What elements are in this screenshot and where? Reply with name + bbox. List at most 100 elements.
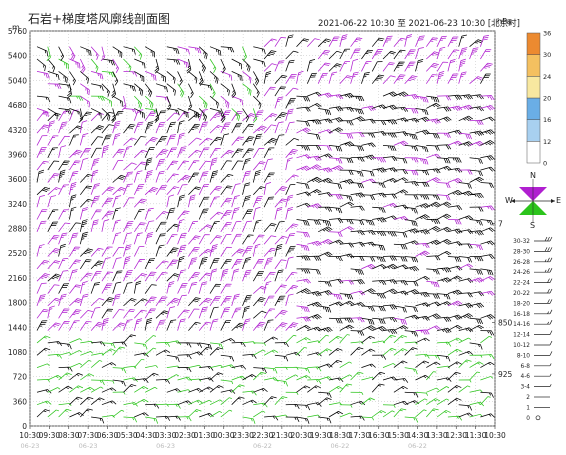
wind-barb-shape — [469, 317, 483, 325]
wind-barb-shape — [318, 177, 333, 184]
wind-barb-shape — [328, 335, 343, 344]
wind-barb — [220, 46, 235, 53]
wind-barb — [274, 60, 285, 72]
wind-barb-shape — [66, 83, 72, 99]
wind-barb-shape — [307, 402, 322, 407]
wind-barb-shape — [80, 396, 94, 405]
wind-barb-shape — [274, 37, 287, 47]
wind-barb — [296, 367, 310, 374]
wind-barb-shape — [101, 145, 109, 158]
wind-barb-shape — [307, 189, 322, 196]
wind-barb-shape — [437, 316, 452, 322]
wind-barb — [69, 160, 81, 171]
wind-barb-shape — [339, 169, 354, 175]
wind-barb — [296, 120, 310, 127]
wind-barb — [79, 58, 86, 74]
wind-barb — [263, 147, 275, 158]
wind-barb-shape — [372, 293, 386, 299]
wind-barb-shape — [47, 120, 55, 134]
wind-barb-shape — [350, 330, 365, 336]
wind-barb — [155, 185, 168, 196]
wind-barb-shape — [328, 165, 344, 171]
wind-barb-shape — [263, 158, 273, 171]
wind-barb-shape — [404, 280, 419, 287]
wind-barb — [404, 280, 419, 287]
wind-barb — [415, 302, 430, 308]
wind-barb — [144, 317, 153, 331]
wind-barb-shape — [296, 305, 310, 313]
wind-barb — [264, 377, 279, 382]
wind-barb-shape — [404, 194, 419, 200]
wind-barb — [328, 117, 344, 123]
wind-barb-shape — [263, 247, 277, 257]
colorbar-segment — [526, 119, 541, 142]
wind-barb-shape — [80, 185, 93, 196]
wind-barb — [426, 239, 441, 246]
wind-barb — [166, 58, 181, 65]
wind-barb — [469, 141, 485, 147]
wind-barb — [220, 83, 230, 96]
wind-barb — [144, 335, 157, 344]
wind-barb-shape — [188, 282, 198, 294]
wind-barb — [393, 140, 409, 147]
wind-barb-shape — [469, 256, 484, 262]
wind-barb — [144, 71, 157, 81]
wind-barb-shape — [263, 257, 273, 270]
wind-barb — [415, 229, 430, 235]
wind-barb-shape — [47, 187, 62, 196]
wind-barb — [404, 240, 420, 246]
wind-barb — [144, 46, 156, 58]
wind-barb-shape — [198, 346, 212, 356]
wind-barb — [133, 209, 145, 220]
wind-barb — [220, 268, 229, 282]
wind-barb — [382, 347, 397, 356]
wind-barb — [188, 342, 203, 348]
wind-barb — [274, 186, 288, 196]
wind-barb-shape — [47, 71, 60, 81]
wind-barb-shape — [80, 373, 95, 381]
wind-barb-shape — [47, 305, 55, 319]
wind-barb-shape — [458, 141, 474, 147]
wind-barb — [198, 58, 206, 73]
wind-barb-shape — [447, 348, 462, 356]
colorbar-segment — [526, 76, 541, 99]
wind-barb-shape — [318, 305, 332, 313]
wind-barb — [58, 169, 66, 183]
wind-barb-shape — [198, 208, 209, 220]
wind-barb — [296, 182, 310, 190]
wind-barb-shape — [426, 268, 440, 275]
wind-barb-shape — [177, 83, 185, 98]
wind-barb-shape — [220, 71, 233, 81]
wind-barb-shape — [350, 268, 364, 275]
x-tick-label: 13:30 — [426, 431, 448, 440]
wind-barb-shape — [318, 326, 333, 333]
wind-barb-shape — [296, 145, 311, 151]
wind-barb — [469, 94, 484, 100]
wind-barb-shape — [36, 58, 46, 72]
wind-barb — [436, 301, 452, 307]
wind-barb-shape — [274, 396, 288, 405]
wind-barb — [458, 104, 474, 111]
wind-barb — [382, 91, 398, 97]
wind-barb-shape — [90, 298, 105, 307]
y-tick-label: 5760 — [8, 27, 27, 36]
wind-barb — [177, 309, 190, 319]
wind-barb — [350, 182, 364, 189]
wind-barb — [274, 295, 286, 307]
wind-barb — [469, 317, 483, 325]
wind-barb-shape — [480, 376, 494, 381]
wind-barb — [404, 61, 416, 72]
wind-barb-shape — [177, 46, 190, 55]
wind-barb — [199, 377, 214, 382]
wind-barb — [47, 58, 56, 73]
wind-barb-shape — [307, 176, 322, 183]
wind-barb-shape — [252, 195, 263, 208]
wind-barb-shape — [393, 386, 408, 393]
wind-barb — [296, 255, 311, 261]
wind-barb-shape — [242, 269, 252, 282]
wind-barb — [458, 94, 473, 100]
wind-barb-shape — [371, 383, 385, 393]
wind-barb — [69, 71, 76, 86]
wind-barb-shape — [296, 268, 311, 274]
wind-barb — [252, 108, 258, 123]
